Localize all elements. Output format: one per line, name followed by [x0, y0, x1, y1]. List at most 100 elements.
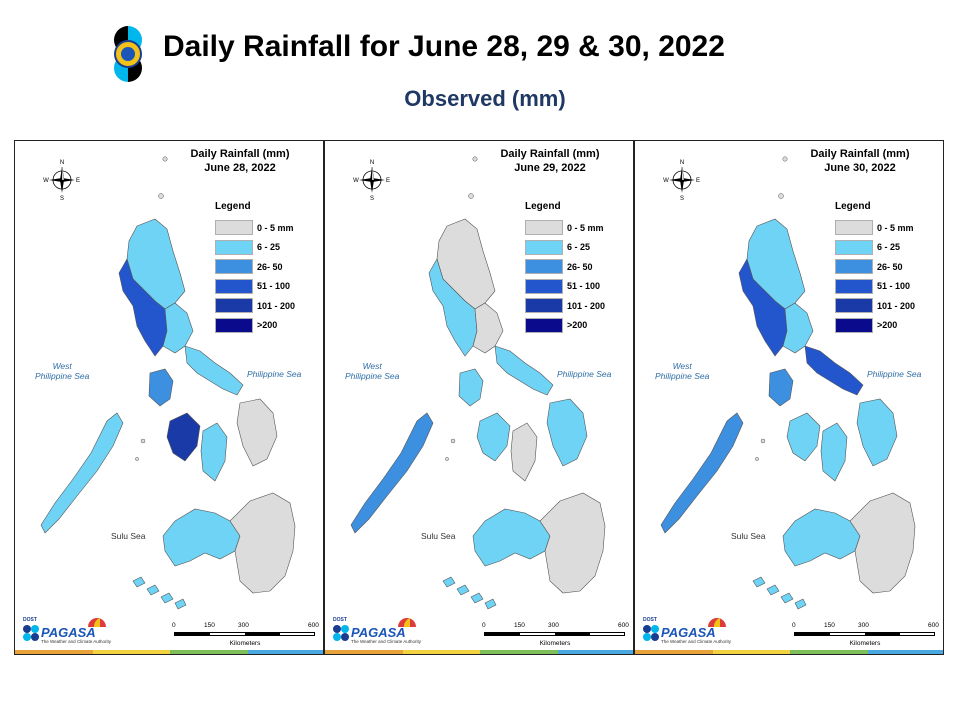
- region-mindanao-east: [849, 492, 916, 594]
- region-panay: [786, 412, 821, 462]
- strip-segment: [790, 650, 868, 654]
- sea-label-west-philippine: West Philippine Sea: [655, 361, 709, 381]
- region-babuyan: [158, 193, 164, 199]
- pagasa-name: PAGASA: [41, 625, 96, 640]
- region-samar: [546, 398, 588, 467]
- scale-tick: 600: [618, 622, 629, 629]
- region-sulu-islands: [752, 576, 807, 610]
- region-negros: [820, 422, 848, 482]
- map-title: Daily Rainfall (mm) June 29, 2022: [475, 147, 625, 175]
- region-babuyan: [778, 193, 784, 199]
- legend-swatch: [525, 298, 563, 314]
- legend-swatch: [525, 317, 563, 333]
- region-samar: [856, 398, 898, 467]
- compass-s: S: [370, 196, 374, 201]
- legend-label: 6 - 25: [257, 242, 281, 253]
- legend-item: >200: [835, 316, 935, 336]
- strip-segment: [867, 650, 943, 654]
- pagasa-dost: DOST: [643, 617, 657, 623]
- legend-label: >200: [257, 320, 278, 331]
- pagasa-tagline: The Weather and Climate Authority: [351, 639, 421, 644]
- umbrella-icon: [708, 618, 726, 627]
- legend-swatch: [525, 220, 563, 236]
- pagasa-logo: [96, 22, 160, 86]
- sea-label-line: Philippine Sea: [35, 371, 90, 381]
- north-arrow-icon: N S W E: [663, 160, 700, 201]
- region-samar: [236, 398, 278, 467]
- region-island-small-2: [755, 457, 759, 461]
- pagasa-mark-icon: [643, 625, 659, 641]
- legend-item: 26- 50: [835, 257, 935, 277]
- rainfall-map: [40, 156, 296, 610]
- scale-tick: 150: [824, 622, 835, 629]
- map-title-line1: Daily Rainfall (mm): [810, 148, 910, 160]
- region-island-small-1: [760, 438, 766, 444]
- color-strip: [15, 650, 323, 654]
- legend-label: 101 - 200: [567, 300, 606, 311]
- compass-e: E: [76, 178, 80, 184]
- legend-label: 51 - 100: [877, 281, 911, 292]
- legend-item: 0 - 5 mm: [525, 218, 625, 238]
- legend: Legend 0 - 5 mm 6 - 25 26- 50 51 - 100 1…: [215, 201, 315, 335]
- region-mindanao-east: [229, 492, 296, 594]
- legend-swatch: [835, 298, 873, 314]
- legend-label: 26- 50: [257, 261, 283, 272]
- pagasa-dost: DOST: [23, 617, 37, 623]
- strip-segment: [402, 650, 480, 654]
- legend-item: 6 - 25: [215, 238, 315, 258]
- pagasa-mark-icon: [23, 625, 39, 641]
- pagasa-dost: DOST: [333, 617, 347, 623]
- region-batanes: [162, 156, 168, 162]
- legend-item: 6 - 25: [525, 238, 625, 258]
- region-sulu-islands: [442, 576, 497, 610]
- north-arrow-icon: N S W E: [43, 160, 80, 201]
- region-negros: [510, 422, 538, 482]
- compass-n: N: [680, 160, 684, 166]
- pagasa-badge: DOST PAGASA The Weather and Climate Auth…: [21, 617, 111, 647]
- scale-tick: 300: [238, 622, 249, 629]
- umbrella-icon: [398, 618, 416, 627]
- legend-title: Legend: [835, 201, 871, 212]
- region-island-small-1: [140, 438, 146, 444]
- scale-tick: 150: [204, 622, 215, 629]
- compass-w: W: [353, 178, 359, 184]
- region-palawan: [350, 412, 434, 534]
- sea-label-line: West: [362, 361, 382, 371]
- region-bicol: [184, 345, 244, 396]
- scale-unit: Kilometers: [229, 640, 261, 647]
- strip-segment: [247, 650, 323, 654]
- umbrella-icon: [88, 618, 106, 627]
- region-central-luzon: [162, 302, 194, 354]
- region-bicol: [494, 345, 554, 396]
- legend-swatch: [215, 317, 253, 333]
- region-central-luzon: [472, 302, 504, 354]
- legend: Legend 0 - 5 mm 6 - 25 26- 50 51 - 100 1…: [835, 201, 935, 335]
- legend-item: 6 - 25: [835, 238, 935, 258]
- map-title-date: June 28, 2022: [204, 162, 276, 174]
- legend-label: 6 - 25: [567, 242, 591, 253]
- map-panel-june-28: Daily Rainfall (mm) June 28, 2022 Legend…: [14, 140, 324, 655]
- legend-label: 51 - 100: [567, 281, 601, 292]
- compass-w: W: [43, 178, 49, 184]
- legend-label: 26- 50: [567, 261, 593, 272]
- pagasa-tagline: The Weather and Climate Authority: [661, 639, 731, 644]
- rainfall-map: [660, 156, 916, 610]
- strip-segment: [712, 650, 790, 654]
- legend-title: Legend: [525, 201, 561, 212]
- legend: Legend 0 - 5 mm 6 - 25 26- 50 51 - 100 1…: [525, 201, 625, 335]
- region-babuyan: [468, 193, 474, 199]
- pagasa-badge: DOST PAGASA The Weather and Climate Auth…: [641, 617, 731, 647]
- scale-tick: 0: [792, 622, 796, 629]
- strip-segment: [325, 650, 403, 654]
- map-title-line1: Daily Rainfall (mm): [190, 148, 290, 160]
- scale-tick: 600: [308, 622, 319, 629]
- sea-label-sulu: Sulu Sea: [731, 531, 766, 541]
- region-mindoro: [458, 368, 484, 407]
- scale-bar-graphic: [794, 632, 935, 636]
- legend-label: 0 - 5 mm: [567, 222, 604, 233]
- region-mindanao-west: [782, 508, 861, 567]
- compass-e: E: [696, 178, 700, 184]
- region-mindanao-west: [472, 508, 551, 567]
- legend-item: 51 - 100: [835, 277, 935, 297]
- map-panel-june-30: Daily Rainfall (mm) June 30, 2022 Legend…: [634, 140, 944, 655]
